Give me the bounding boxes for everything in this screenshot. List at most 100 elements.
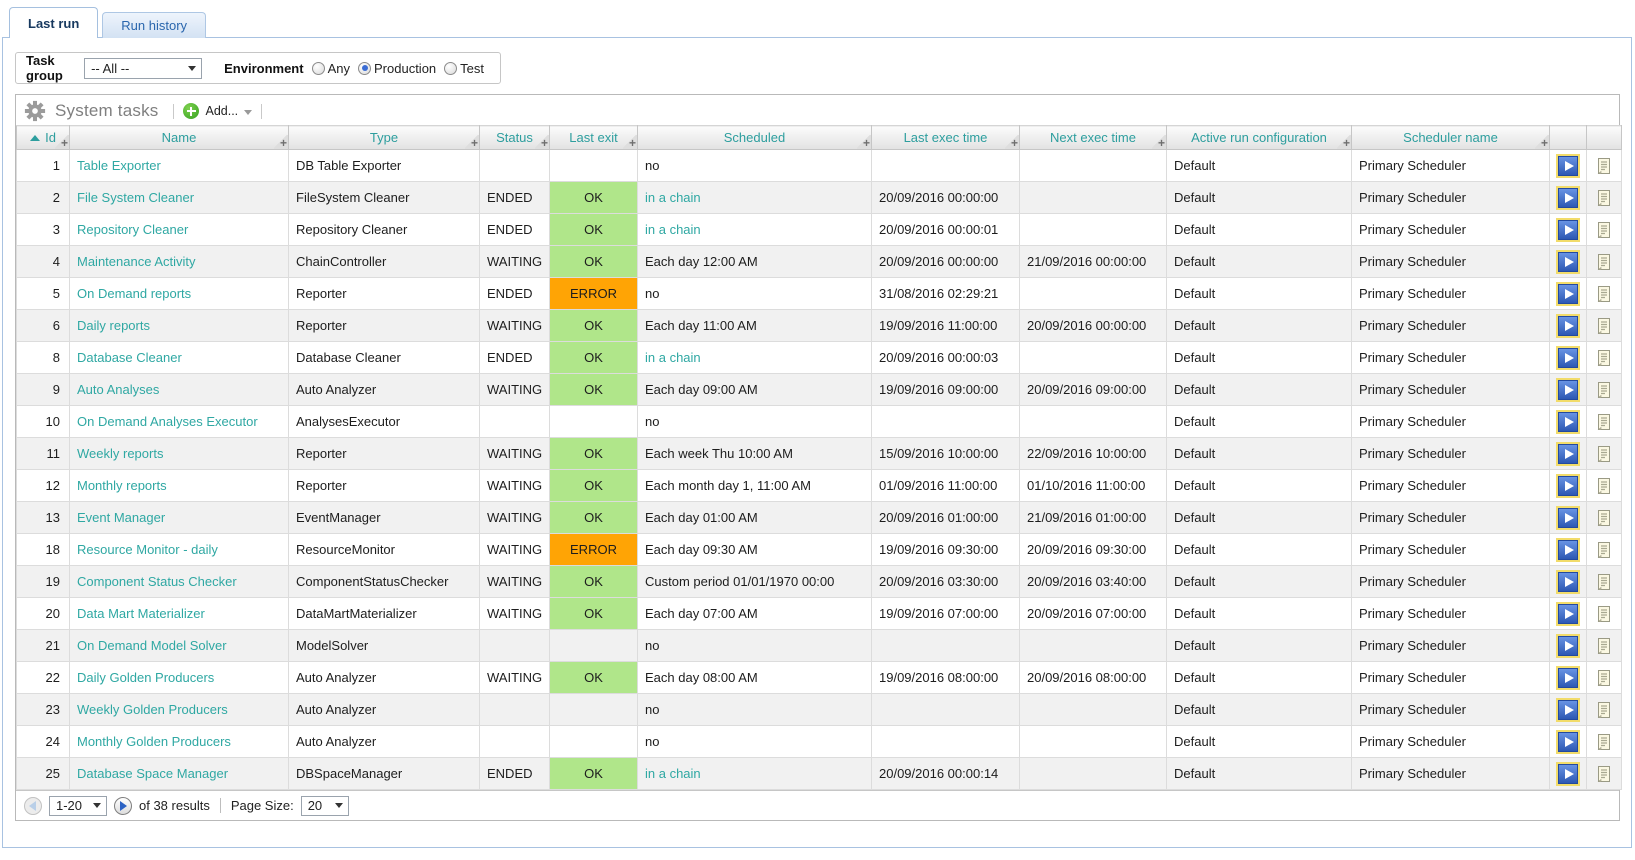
task-name-link[interactable]: Maintenance Activity [77,254,196,269]
tab-last-run[interactable]: Last run [9,7,99,38]
table-row: 11 Weekly reports Reporter WAITING OK Each we… [16,437,1622,470]
run-task-button[interactable] [1556,345,1580,370]
view-log-button[interactable] [1596,477,1612,495]
task-name-link[interactable]: File System Cleaner [77,190,195,205]
run-task-button[interactable] [1556,697,1580,722]
view-log-button[interactable] [1596,253,1612,271]
tab-run-history[interactable]: Run history [102,12,207,38]
view-log-button[interactable] [1596,509,1612,527]
view-log-button[interactable] [1596,189,1612,207]
task-group-select[interactable]: -- All -- [84,57,203,79]
view-log-button[interactable] [1596,285,1612,303]
view-log-button[interactable] [1596,349,1612,367]
radio-environment-any[interactable]: Any [311,61,350,76]
column-header-id[interactable]: Id + [16,125,70,150]
column-header-last_exit[interactable]: Last exit + [549,125,638,150]
scheduled-chain-link[interactable]: in a chain [645,350,701,365]
run-task-button[interactable] [1556,601,1580,626]
next-page-button[interactable] [114,796,132,815]
task-name-link[interactable]: Auto Analyses [77,382,160,397]
run-task-button[interactable] [1556,313,1580,338]
run-task-button[interactable] [1556,569,1580,594]
view-log-button[interactable] [1596,765,1612,783]
add-filter-icon[interactable]: + [1337,135,1351,149]
view-log-button[interactable] [1596,669,1612,687]
add-filter-icon[interactable]: + [623,135,637,149]
column-header-config[interactable]: Active run configuration + [1166,125,1352,150]
view-log-button[interactable] [1596,637,1612,655]
page-range-select[interactable]: 1-20 [49,795,107,816]
task-name-link[interactable]: Component Status Checker [77,574,237,589]
add-task-button[interactable]: Add... [183,103,253,119]
add-filter-icon[interactable]: + [465,135,479,149]
view-log-button[interactable] [1596,701,1612,719]
view-log-button[interactable] [1596,317,1612,335]
cell-last-exit: OK [549,341,638,374]
run-task-button[interactable] [1556,633,1580,658]
add-filter-icon[interactable]: + [535,135,549,149]
task-name-link[interactable]: Daily reports [77,318,150,333]
column-header-scheduled[interactable]: Scheduled + [637,125,872,150]
run-task-button[interactable] [1556,153,1580,178]
task-name-link[interactable]: Database Cleaner [77,350,182,365]
scheduled-chain-link[interactable]: in a chain [645,190,701,205]
view-log-button[interactable] [1596,605,1612,623]
add-filter-icon[interactable]: + [1005,135,1019,149]
run-task-button[interactable] [1556,377,1580,402]
run-task-button[interactable] [1556,473,1580,498]
run-task-button[interactable] [1556,665,1580,690]
column-header-scheduler[interactable]: Scheduler name + [1351,125,1550,150]
column-header-type[interactable]: Type + [288,125,480,150]
task-name-link[interactable]: Monthly Golden Producers [77,734,231,749]
task-name-link[interactable]: Weekly reports [77,446,164,461]
task-name-link[interactable]: Weekly Golden Producers [77,702,228,717]
cell-type: FileSystem Cleaner [288,181,480,214]
task-name-link[interactable]: Monthly reports [77,478,167,493]
add-filter-icon[interactable]: + [857,135,871,149]
task-name-link[interactable]: Event Manager [77,510,166,525]
task-name-link[interactable]: Database Space Manager [77,766,229,781]
view-log-button[interactable] [1596,541,1612,559]
view-log-button[interactable] [1596,413,1612,431]
task-name-link[interactable]: On Demand reports [77,286,192,301]
task-name-link[interactable]: Resource Monitor - daily [77,542,218,557]
column-header-name[interactable]: Name + [69,125,289,150]
run-task-button[interactable] [1556,537,1580,562]
view-log-button[interactable] [1596,157,1612,175]
add-filter-icon[interactable]: + [55,135,69,149]
previous-page-button[interactable] [24,796,42,815]
column-header-last_exec[interactable]: Last exec time + [871,125,1020,150]
run-task-button[interactable] [1556,281,1580,306]
task-name-link[interactable]: On Demand Analyses Executor [77,414,258,429]
add-filter-icon[interactable]: + [274,135,288,149]
add-filter-icon[interactable]: + [1152,135,1166,149]
scheduled-chain-link[interactable]: in a chain [645,766,701,781]
task-name-link[interactable]: On Demand Model Solver [77,638,227,653]
cell-log-action [1586,341,1622,374]
run-task-button[interactable] [1556,409,1580,434]
run-task-button[interactable] [1556,505,1580,530]
view-log-button[interactable] [1596,733,1612,751]
add-filter-icon[interactable]: + [1535,135,1549,149]
run-task-button[interactable] [1556,249,1580,274]
cell-id: 23 [16,693,70,726]
run-task-button[interactable] [1556,761,1580,786]
task-name-link[interactable]: Repository Cleaner [77,222,189,237]
run-task-button[interactable] [1556,185,1580,210]
radio-environment-production[interactable]: Production [358,61,436,76]
task-name-link[interactable]: Table Exporter [77,158,161,173]
view-log-button[interactable] [1596,381,1612,399]
scheduled-chain-link[interactable]: in a chain [645,222,701,237]
run-task-button[interactable] [1556,441,1580,466]
view-log-button[interactable] [1596,221,1612,239]
view-log-button[interactable] [1596,573,1612,591]
task-name-link[interactable]: Data Mart Materializer [77,606,205,621]
run-task-button[interactable] [1556,729,1580,754]
column-header-status[interactable]: Status + [479,125,550,150]
page-size-select[interactable]: 20 [300,795,349,816]
task-name-link[interactable]: Daily Golden Producers [77,670,215,685]
run-task-button[interactable] [1556,217,1580,242]
view-log-button[interactable] [1596,445,1612,463]
radio-environment-test[interactable]: Test [444,61,484,76]
column-header-next_exec[interactable]: Next exec time + [1019,125,1167,150]
